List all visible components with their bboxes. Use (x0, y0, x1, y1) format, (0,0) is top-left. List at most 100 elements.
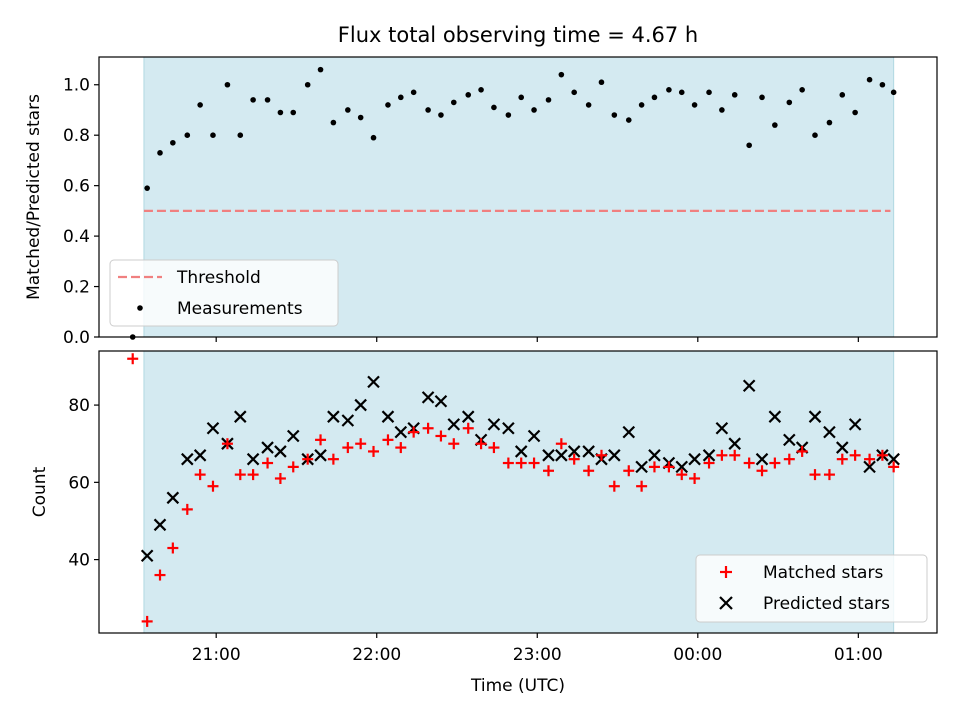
matched-star-point (608, 480, 620, 492)
panel-counts: 40 60 80 21:00 22:00 23:00 00:00 01:00 Count T… (30, 350, 938, 696)
matched-star-point (583, 465, 595, 477)
predicted-star-point (582, 445, 595, 458)
measurement-point (666, 86, 672, 93)
predicted-star-point (274, 445, 287, 458)
predicted-star-point (675, 460, 689, 474)
measurement-point (465, 92, 472, 98)
measurement-point (518, 94, 525, 101)
measurement-point (277, 109, 284, 116)
legend-predicted-label: Predicted stars (763, 594, 890, 614)
measurement-point (812, 132, 818, 138)
measurement-point (197, 102, 203, 108)
measurement-point (598, 79, 605, 86)
matched-star-point (823, 469, 835, 481)
measurement-point (772, 122, 778, 128)
predicted-star-point (702, 449, 716, 462)
predicted-star-point (354, 398, 367, 412)
predicted-star-point (461, 410, 475, 423)
predicted-star-point (314, 449, 327, 462)
y-tick-label: 0.4 (63, 227, 90, 247)
count-y-axis-label: Count (30, 466, 50, 517)
matched-star-point (448, 438, 460, 450)
predicted-star-point (608, 449, 621, 462)
predicted-star-point (848, 418, 862, 431)
measurement-point (398, 94, 404, 101)
predicted-star-point (367, 375, 380, 389)
predicted-star-point (206, 421, 220, 435)
measurement-point (678, 89, 685, 96)
count-axes-frame (98, 350, 938, 634)
measurement-point (746, 142, 752, 149)
measurement-point (638, 102, 645, 108)
measurement-point (866, 76, 873, 83)
matched-star-point (488, 442, 500, 454)
matched-star-point (127, 353, 139, 365)
matched-star-point (876, 449, 888, 461)
predicted-star-point (487, 418, 501, 431)
predicted-star-point (715, 421, 729, 435)
measurement-point (759, 94, 765, 101)
measurement-point (505, 112, 512, 118)
matched-star-point (703, 457, 715, 469)
legend-matched-swatch (720, 566, 732, 578)
ratio-y-ticks: 0.0 0.2 0.4 0.6 0.8 1.0 (63, 76, 99, 348)
predicted-star-point (863, 460, 876, 474)
y-tick-label: 80 (68, 396, 90, 416)
matched-star-point (302, 453, 314, 465)
measurement-point (317, 66, 324, 73)
measurement-point (224, 81, 231, 88)
x-tick-label: 00:00 (673, 645, 722, 665)
ratio-legend: Threshold Measurements (109, 259, 339, 327)
predicted-star-point (233, 410, 247, 423)
measurement-point (799, 86, 805, 93)
measurement-point (290, 109, 297, 116)
matched-star-point (154, 569, 166, 581)
legend-measurements-label: Measurements (177, 299, 303, 319)
measurement-point (184, 132, 191, 138)
y-tick-label: 0.0 (63, 328, 90, 348)
x-tick-label: 01:00 (834, 645, 883, 665)
predicted-star-point (728, 437, 742, 450)
matched-star-point (382, 434, 394, 446)
predicted-star-point (542, 449, 555, 462)
predicted-star-point (768, 410, 782, 423)
matched-star-point (327, 453, 339, 465)
predicted-star-point (246, 452, 260, 466)
predicted-star-point (434, 394, 448, 408)
measurement-point (345, 107, 351, 113)
matched-star-point (287, 461, 299, 473)
ratio-y-axis-label: Matched/Predicted stars (24, 94, 44, 300)
matched-star-point (663, 461, 675, 473)
matched-star-point (676, 469, 688, 481)
predicted-star-point (447, 418, 461, 431)
measurement-point (719, 107, 725, 113)
measurement-point (210, 132, 216, 138)
measurement-point (651, 94, 658, 101)
predicted-star-point (823, 425, 836, 439)
measurement-point (157, 150, 163, 156)
legend-measurements-swatch (137, 305, 143, 311)
measurement-point (731, 92, 738, 98)
matched-star-point (368, 445, 380, 457)
count-legend: Matched stars Predicted stars (695, 554, 928, 623)
matched-star-point (515, 457, 527, 469)
predicted-star-point (808, 410, 822, 423)
matched-star-point (475, 438, 487, 450)
measurement-point (144, 185, 150, 191)
matched-star-point (568, 453, 580, 465)
ratio-legend-box (109, 259, 339, 327)
matched-star-point (234, 469, 246, 481)
measurement-point (585, 102, 592, 108)
matched-star-point (355, 438, 367, 450)
y-tick-label: 0.6 (63, 177, 90, 197)
measurement-point (625, 117, 632, 123)
measurement-point (478, 86, 484, 93)
matched-star-point (743, 457, 755, 469)
matched-star-point (167, 542, 179, 554)
matched-star-point (555, 438, 567, 450)
predicted-star-point (153, 518, 167, 532)
matched-star-point (636, 480, 648, 492)
matched-star-point (408, 426, 420, 438)
matched-star-point (435, 430, 447, 442)
matched-star-point (729, 449, 741, 461)
